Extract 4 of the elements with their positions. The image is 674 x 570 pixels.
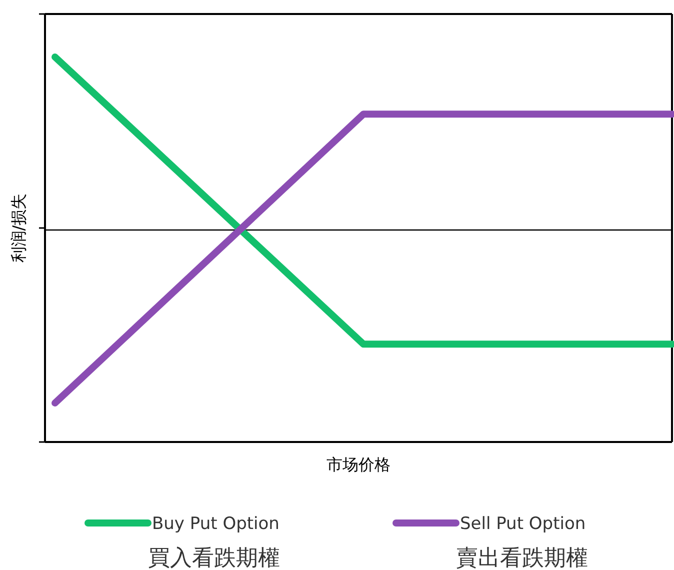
legend-label: Sell Put Option 賣出看跌期權 (456, 514, 588, 570)
x-axis-title: 市场价格 (326, 455, 390, 474)
y-axis-title: 利润/损失 (9, 193, 28, 263)
legend-label: Buy Put Option 買入看跌期權 (148, 514, 280, 570)
